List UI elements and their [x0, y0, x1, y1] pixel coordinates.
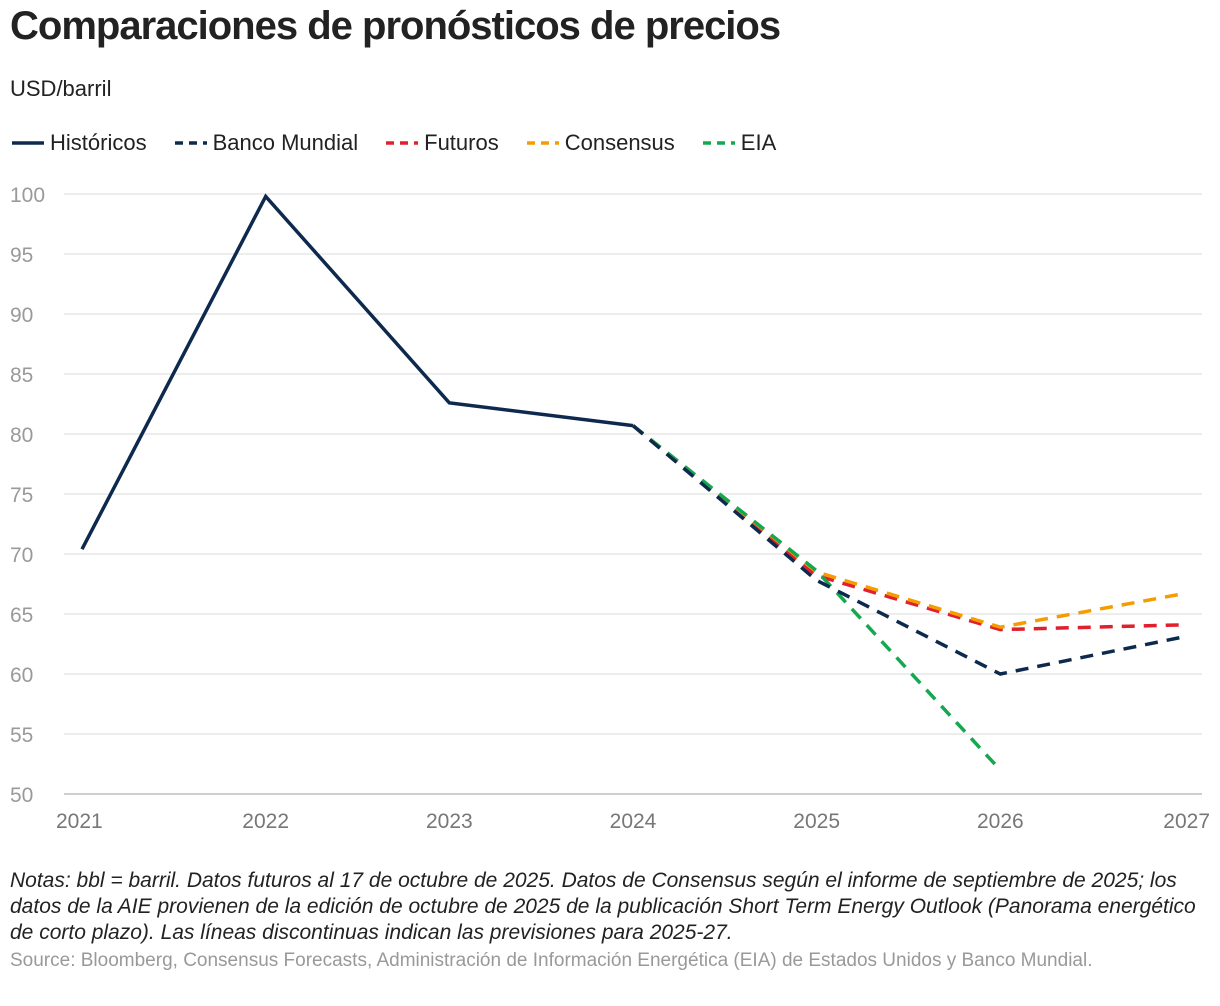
legend-item-historicos: Históricos [10, 130, 147, 156]
y-tick-label: 95 [10, 244, 33, 267]
legend-label: Históricos [50, 130, 147, 155]
series-line-eia [631, 424, 1002, 772]
legend-label: Futuros [424, 130, 499, 155]
legend-item-futuros: Futuros [384, 130, 499, 156]
x-tick-label: 2023 [426, 810, 473, 833]
legend-swatch-historicos [12, 141, 44, 145]
x-tick-label: 2021 [56, 810, 103, 833]
x-tick-label: 2024 [610, 810, 657, 833]
series-line-historicos [80, 193, 634, 551]
legend-label: Banco Mundial [212, 130, 359, 155]
line-chart: 100 95 90 85 80 75 70 65 60 55 50 2021 2022 2023 2024 2… [10, 184, 1210, 833]
y-tick-label: 55 [10, 724, 33, 747]
y-tick-label: 70 [10, 544, 33, 567]
series-line-consensus [631, 424, 1185, 629]
y-tick-label: 75 [10, 484, 33, 507]
y-tick-label: 60 [10, 664, 33, 687]
x-tick-label: 2022 [242, 810, 289, 833]
x-tick-label: 2026 [977, 810, 1024, 833]
y-tick-label: 80 [10, 424, 33, 447]
y-tick-label: 85 [10, 364, 33, 387]
legend: Históricos Banco Mundial Futuros Consens… [10, 128, 802, 158]
x-tick-label: 2027 [1163, 810, 1210, 833]
legend-item-eia: EIA [701, 130, 776, 156]
y-tick-label: 65 [10, 604, 33, 627]
legend-item-banco-mundial: Banco Mundial [173, 130, 359, 156]
chart-title: Comparaciones de pronósticos de precios [10, 4, 781, 48]
legend-label: Consensus [564, 130, 675, 155]
chart-notes: Notas: bbl = barril. Datos futuros al 17… [10, 869, 1196, 944]
series-line-banco-mundial [631, 424, 1185, 676]
legend-swatch-banco-mundial [174, 141, 207, 145]
legend-swatch-consensus [526, 141, 559, 145]
legend-item-consensus: Consensus [525, 130, 675, 156]
chart-subtitle: USD/barril [10, 76, 112, 101]
chart-source: Source: Bloomberg, Consensus Forecasts, … [10, 950, 1093, 971]
legend-label: EIA [740, 130, 777, 155]
y-tick-label: 90 [10, 304, 33, 327]
legend-swatch-futuros [386, 141, 419, 145]
y-tick-label: 100 [10, 184, 45, 207]
legend-swatch-eia [702, 141, 735, 145]
y-tick-label: 50 [10, 784, 33, 807]
x-tick-label: 2025 [793, 810, 840, 833]
